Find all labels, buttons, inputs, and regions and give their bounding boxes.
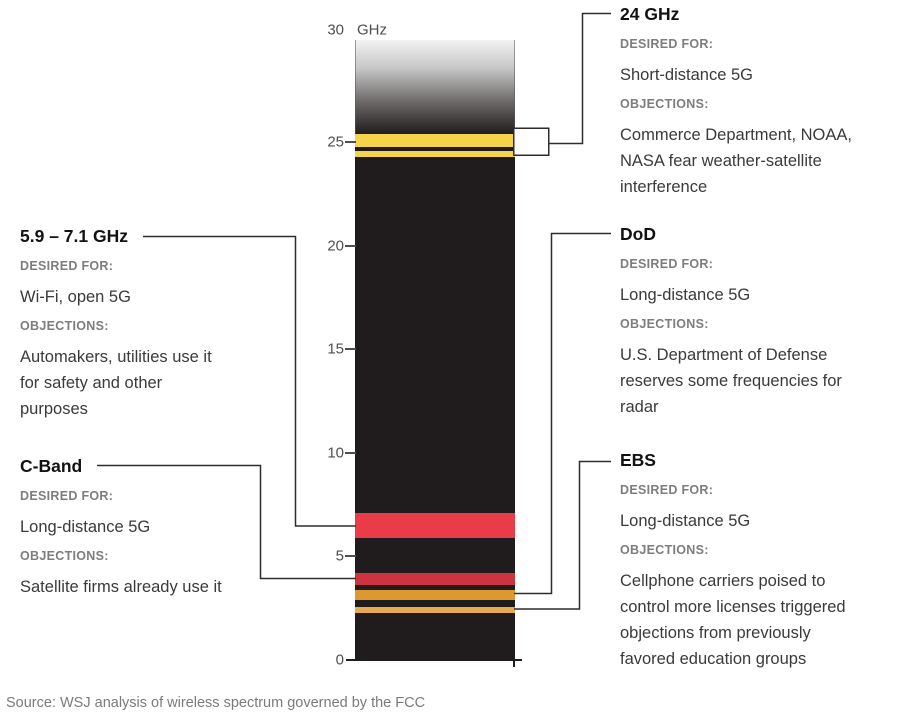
objections-value: Commerce Department, NOAA, NASA fear wea… bbox=[620, 126, 852, 196]
spectrum-bar bbox=[355, 40, 515, 660]
desired-for-label: DESIRED FOR: bbox=[20, 489, 114, 503]
axis-tick-label: 25 bbox=[327, 133, 344, 151]
axis-tick-label: 15 bbox=[327, 340, 344, 358]
spectrum-band bbox=[355, 133, 515, 148]
objections-label: OBJECTIONS: bbox=[620, 317, 709, 331]
objections-value: Automakers, utilities use it for safety … bbox=[20, 348, 212, 418]
desired-for-label: DESIRED FOR: bbox=[20, 259, 114, 273]
desired-for-value: Long-distance 5G bbox=[620, 286, 751, 304]
axis-baseline-tick bbox=[513, 660, 515, 667]
spectrum-band bbox=[355, 589, 515, 600]
objections-value: U.S. Department of Defense reserves some… bbox=[620, 346, 842, 416]
spectrum-band bbox=[355, 606, 515, 613]
desired-for-value: Wi-Fi, open 5G bbox=[20, 288, 131, 306]
axis-tick-mark bbox=[345, 348, 356, 351]
callout-title: C-Band bbox=[20, 456, 83, 476]
callout-24ghz: 24 GHz DESIRED FOR: Short-distance 5G OB… bbox=[620, 4, 900, 200]
axis-tick-label: 0 bbox=[335, 651, 344, 669]
axis-tick-label: 30 bbox=[327, 21, 344, 39]
axis-unit-label: GHz bbox=[357, 21, 387, 39]
callout-dod: DoD DESIRED FOR: Long-distance 5G OBJECT… bbox=[620, 224, 900, 420]
axis-tick-label: 5 bbox=[335, 547, 344, 565]
desired-for-label: DESIRED FOR: bbox=[620, 37, 714, 51]
axis-tick-mark bbox=[345, 555, 356, 558]
axis-tick-label: 20 bbox=[327, 237, 344, 255]
axis-baseline bbox=[346, 659, 522, 661]
callout-title: DoD bbox=[620, 224, 656, 244]
desired-for-value: Long-distance 5G bbox=[620, 512, 751, 530]
desired-for-value: Long-distance 5G bbox=[20, 518, 151, 536]
connector-ebs bbox=[514, 460, 611, 610]
spectrum-top-fade bbox=[355, 40, 515, 134]
objections-value: Satellite firms already use it bbox=[20, 578, 222, 596]
objections-label: OBJECTIONS: bbox=[20, 549, 109, 563]
axis-tick-label: 10 bbox=[327, 444, 344, 462]
callout-ebs: EBS DESIRED FOR: Long-distance 5G OBJECT… bbox=[620, 450, 900, 672]
callout-5-9-7-1-ghz: 5.9 – 7.1 GHz DESIRED FOR: Wi-Fi, open 5… bbox=[20, 226, 282, 422]
desired-for-value: Short-distance 5G bbox=[620, 66, 753, 84]
objections-label: OBJECTIONS: bbox=[620, 97, 709, 111]
source-note: Source: WSJ analysis of wireless spectru… bbox=[6, 695, 426, 711]
callout-title: 24 GHz bbox=[620, 4, 680, 24]
desired-for-label: DESIRED FOR: bbox=[620, 483, 714, 497]
axis-tick-mark bbox=[345, 244, 356, 247]
spectrum-band bbox=[355, 512, 515, 538]
connector-24ghz bbox=[549, 12, 611, 145]
callout-title: 5.9 – 7.1 GHz bbox=[20, 226, 128, 246]
objections-label: OBJECTIONS: bbox=[620, 543, 709, 557]
band-24ghz-bracket bbox=[513, 127, 550, 156]
spectrum-band bbox=[355, 151, 515, 158]
connector-dod bbox=[514, 232, 611, 595]
objections-value: Cellphone carriers poised to control mor… bbox=[620, 572, 846, 668]
axis-tick-mark bbox=[345, 451, 356, 454]
desired-for-label: DESIRED FOR: bbox=[620, 257, 714, 271]
objections-label: OBJECTIONS: bbox=[20, 319, 109, 333]
axis-tick-mark bbox=[345, 141, 356, 143]
callout-title: EBS bbox=[620, 450, 656, 470]
callout-c-band: C-Band DESIRED FOR: Long-distance 5G OBJ… bbox=[20, 456, 282, 600]
spectrum-band bbox=[355, 572, 515, 585]
